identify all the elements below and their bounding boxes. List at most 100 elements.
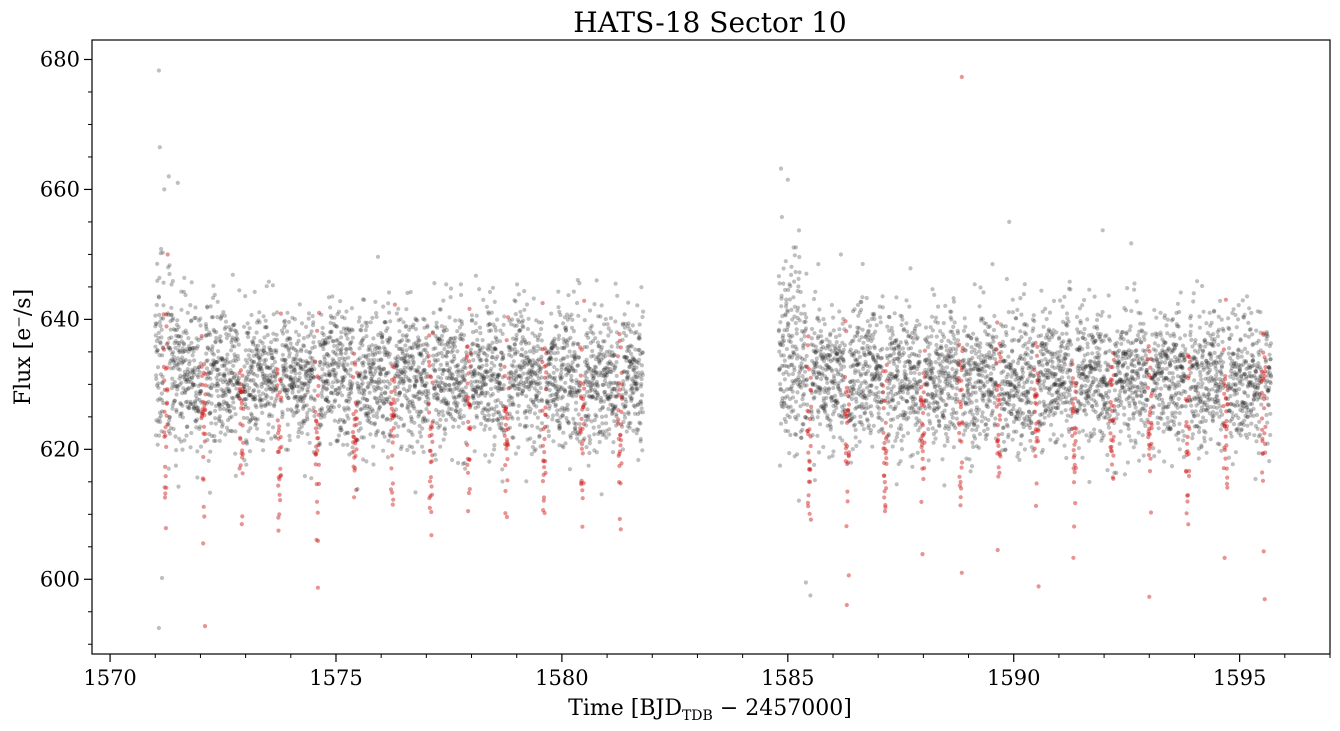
data-point	[849, 460, 854, 465]
data-point	[211, 361, 217, 366]
data-point	[234, 378, 239, 383]
data-point	[159, 391, 164, 396]
data-point	[215, 299, 220, 304]
data-point	[622, 411, 627, 417]
in-transit-point	[806, 450, 811, 455]
data-point	[289, 369, 294, 374]
data-point	[484, 304, 489, 309]
in-transit-point	[392, 302, 397, 307]
data-point	[796, 228, 802, 233]
data-point	[192, 345, 197, 350]
data-point	[268, 386, 273, 391]
data-point	[869, 383, 874, 388]
data-point	[211, 283, 216, 288]
data-point	[174, 407, 179, 412]
data-point	[250, 364, 255, 369]
data-point	[249, 359, 254, 364]
data-point	[242, 364, 247, 369]
data-point	[532, 411, 538, 416]
data-point	[783, 313, 788, 318]
data-point	[241, 382, 246, 387]
data-point	[183, 357, 188, 363]
data-point	[174, 409, 179, 414]
data-point	[229, 370, 234, 375]
data-point	[794, 416, 799, 422]
data-point	[444, 354, 449, 359]
data-point	[848, 347, 853, 352]
data-point	[246, 353, 251, 358]
data-point	[450, 373, 455, 378]
in-transit-point	[277, 492, 282, 497]
in-transit-point	[959, 439, 964, 444]
data-point	[345, 442, 350, 447]
data-point	[236, 393, 241, 398]
in-transit-point	[241, 386, 246, 391]
data-point	[443, 431, 448, 436]
data-point	[519, 375, 524, 380]
in-transit-point	[580, 426, 585, 431]
data-point	[191, 383, 196, 388]
data-point	[217, 372, 223, 377]
data-point	[273, 435, 278, 440]
data-point	[871, 423, 876, 428]
data-point	[244, 462, 249, 467]
data-point	[411, 355, 416, 360]
in-transit-point	[543, 405, 548, 410]
data-point	[857, 439, 862, 444]
data-point	[236, 381, 242, 387]
data-point	[525, 326, 531, 332]
data-point	[856, 350, 861, 355]
data-point	[197, 426, 202, 431]
data-point	[345, 362, 350, 367]
data-point	[157, 433, 162, 438]
data-point	[244, 438, 249, 443]
data-point	[253, 394, 258, 399]
data-point	[936, 304, 941, 309]
data-point	[859, 300, 864, 305]
data-point	[225, 408, 230, 413]
data-point	[177, 436, 182, 441]
data-point	[283, 323, 288, 328]
data-point	[833, 343, 838, 348]
data-point	[590, 348, 595, 354]
data-point	[212, 329, 217, 334]
in-transit-point	[464, 353, 470, 358]
data-point	[190, 382, 196, 387]
data-point	[227, 389, 232, 395]
in-transit-point	[163, 491, 168, 496]
data-point	[925, 335, 930, 340]
data-point	[375, 254, 381, 259]
data-point	[880, 417, 885, 423]
in-transit-point	[199, 414, 204, 419]
data-point	[489, 310, 494, 315]
data-point	[524, 479, 529, 484]
data-point	[840, 438, 845, 443]
data-point	[437, 423, 443, 428]
data-point	[265, 375, 270, 381]
data-point	[179, 411, 184, 416]
data-point	[168, 346, 173, 351]
in-transit-point	[618, 433, 623, 438]
data-point	[268, 372, 273, 378]
data-point	[272, 384, 277, 389]
data-point	[336, 309, 342, 314]
data-point	[453, 418, 458, 423]
data-point	[865, 319, 870, 324]
data-point	[457, 412, 462, 417]
data-point	[478, 331, 483, 336]
data-point	[516, 445, 521, 450]
data-point	[972, 347, 977, 352]
data-point	[435, 358, 440, 363]
data-point	[395, 397, 400, 402]
data-point	[961, 357, 967, 362]
data-point	[355, 486, 360, 492]
data-point	[260, 369, 265, 374]
data-point	[498, 367, 503, 372]
in-transit-point	[808, 467, 813, 472]
data-point	[876, 390, 881, 395]
data-point	[208, 362, 214, 367]
data-point	[217, 404, 222, 409]
data-point	[190, 370, 195, 375]
data-point	[307, 407, 312, 412]
data-point	[166, 345, 171, 350]
